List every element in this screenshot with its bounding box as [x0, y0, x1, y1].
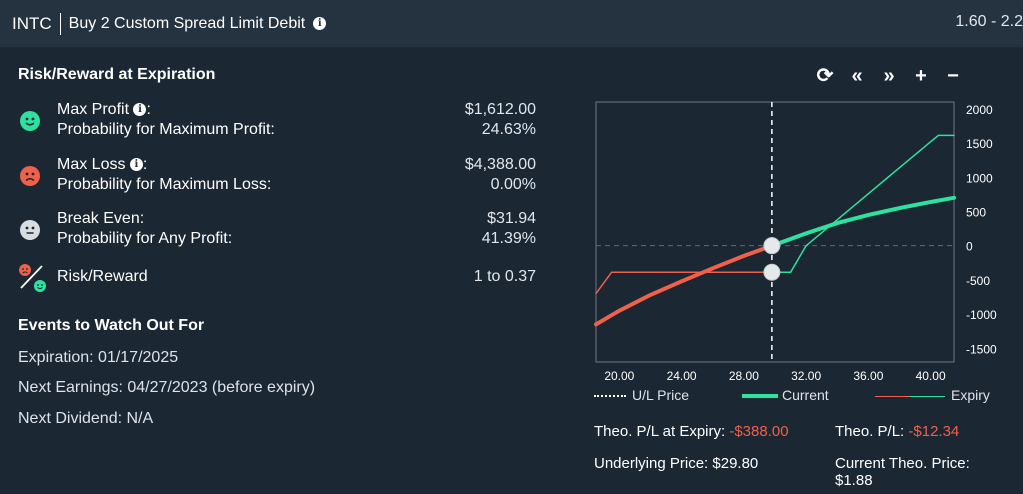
- risk-reward-row: Risk/Reward 1 to 0.37: [18, 262, 536, 292]
- y-tick-label: -1000: [966, 308, 997, 322]
- expiration-event: Expiration: 01/17/2025: [18, 349, 179, 366]
- break-even-value: $31.94: [487, 210, 536, 227]
- order-description: Buy 2 Custom Spread Limit Debit: [68, 14, 306, 32]
- neutral-face-icon: [20, 220, 40, 240]
- max-profit-value: $1,612.00: [464, 101, 536, 118]
- max-profit-probability-label: Probability for Maximum Profit:: [57, 121, 275, 138]
- y-tick-label: -1500: [966, 342, 997, 356]
- y-tick-label: 2000: [966, 103, 993, 117]
- max-profit-probability-value: 24.63%: [481, 121, 536, 138]
- risk-reward-label: Risk/Reward: [57, 268, 148, 285]
- info-icon[interactable]: i: [313, 17, 327, 30]
- order-header: INTC Buy 2 Custom Spread Limit Debit i 1…: [0, 0, 1023, 47]
- max-profit-label: Max Profit i:: [57, 101, 151, 118]
- refresh-icon[interactable]: ⟳: [816, 65, 834, 87]
- price-range: 1.60 - 2.2: [955, 13, 1023, 30]
- double-chevron-left-icon[interactable]: «: [851, 65, 863, 87]
- max-loss-row: Max Loss i: Probability for Maximum Loss…: [18, 155, 536, 195]
- y-tick-label: 1500: [966, 137, 993, 151]
- zoom-out-button[interactable]: −: [947, 65, 959, 87]
- theo-pl-expiry: Theo. P/L at Expiry: -$388.00: [594, 423, 789, 440]
- plot-frame: [595, 101, 955, 363]
- y-tick-label: 0: [966, 240, 973, 254]
- expiry-series-line-right: [771, 134, 955, 273]
- theo-pl: Theo. P/L: -$12.34: [835, 423, 960, 440]
- x-tick-label: 24.00: [667, 369, 697, 383]
- max-loss-probability-label: Probability for Maximum Loss:: [57, 176, 272, 193]
- risk-reward-value: 1 to 0.37: [473, 268, 536, 285]
- any-profit-probability-value: 41.39%: [481, 230, 536, 247]
- dividend-event: Next Dividend: N/A: [18, 410, 154, 427]
- legend-expiry: Expiry: [875, 387, 990, 403]
- x-tick-label: 40.00: [916, 369, 946, 383]
- break-even-row: Break Even: Probability for Any Profit: …: [18, 209, 536, 249]
- chart-toolbar: ⟳ « » + −: [815, 65, 963, 87]
- expiry-line-icon: [909, 395, 945, 397]
- smile-face-icon: [20, 111, 40, 131]
- price-marker: [763, 237, 781, 255]
- risk-reward-title: Risk/Reward at Expiration: [18, 66, 216, 83]
- any-profit-probability-label: Probability for Any Profit:: [57, 230, 233, 247]
- legend-current: Current: [742, 387, 829, 403]
- x-tick-label: 32.00: [791, 369, 821, 383]
- current-series-line-left: [594, 243, 774, 327]
- max-loss-value: $4,388.00: [464, 156, 536, 173]
- y-tick-label: 500: [966, 205, 986, 219]
- pl-chart-svg: 2000 1500 1000 500 0 -500 -1000 -1500 20.00 24.00…: [594, 101, 997, 383]
- underlying-price: Underlying Price: $29.80: [594, 455, 759, 472]
- max-loss-label: Max Loss i:: [57, 156, 148, 173]
- price-marker: [763, 263, 781, 281]
- expiry-series-line-left: [595, 271, 773, 295]
- x-tick-label: 28.00: [729, 369, 759, 383]
- current-line-icon: [742, 394, 778, 399]
- current-theo-price: Current Theo. Price: $1.88: [835, 455, 970, 489]
- info-icon[interactable]: i: [133, 103, 147, 117]
- events-title: Events to Watch Out For: [18, 317, 205, 334]
- symbol-label: INTC: [12, 12, 61, 35]
- risk-reward-icon: [18, 262, 48, 294]
- x-tick-label: 20.00: [604, 369, 634, 383]
- pl-chart[interactable]: 2000 1500 1000 500 0 -500 -1000 -1500 20.00 24.00…: [594, 100, 1023, 390]
- current-series-line-right: [769, 195, 956, 248]
- legend-ul-price: U/L Price: [594, 387, 689, 403]
- max-loss-probability-value: 0.00%: [490, 176, 536, 193]
- y-tick-label: -500: [966, 274, 990, 288]
- x-tick-label: 36.00: [853, 369, 883, 383]
- y-tick-label: 1000: [966, 171, 993, 185]
- dotted-line-icon: [594, 395, 626, 398]
- max-profit-row: Max Profit i: Probability for Maximum Pr…: [18, 100, 536, 140]
- earnings-event: Next Earnings: 04/27/2023 (before expiry…: [18, 379, 316, 396]
- break-even-label: Break Even:: [57, 210, 145, 227]
- zoom-in-button[interactable]: +: [915, 65, 927, 87]
- double-chevron-right-icon[interactable]: »: [883, 65, 895, 87]
- frown-face-icon: [20, 166, 40, 186]
- info-icon[interactable]: i: [129, 158, 143, 172]
